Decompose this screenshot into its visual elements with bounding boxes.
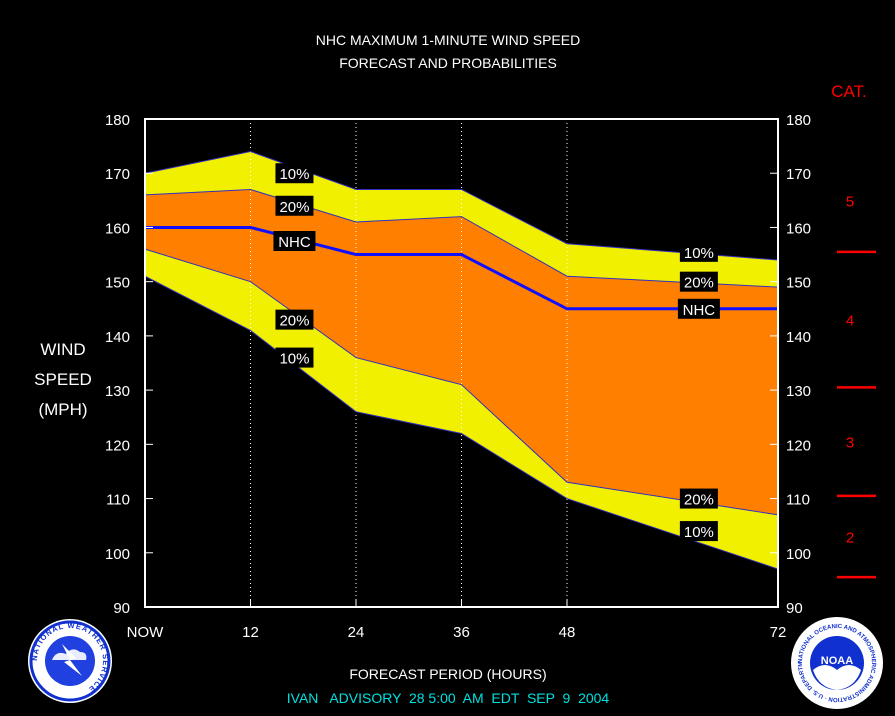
y-tick-label-left: 160	[105, 220, 130, 237]
y-tick-label-left: 140	[105, 329, 130, 346]
y-tick-label-right: 180	[786, 112, 811, 129]
chart-subtitle: FORECAST AND PROBABILITIES	[339, 55, 557, 71]
band-label-box	[273, 231, 316, 251]
advisory-footer: IVAN ADVISORY 28 5:00 AM EDT SEP 9 2004	[287, 690, 610, 706]
band-label-box	[679, 488, 718, 509]
y-tick-label-right: 170	[786, 166, 811, 183]
category-title: CAT.	[831, 82, 867, 101]
category-label: 5	[846, 193, 854, 210]
y-tick-label-left: 170	[105, 166, 130, 183]
series-line-2	[145, 225, 778, 311]
y-tick-label-right: 90	[786, 600, 803, 617]
band-label-box	[275, 195, 314, 216]
series-line-0	[144, 151, 779, 261]
band-label-box	[677, 298, 720, 319]
category-label: 4	[846, 313, 854, 330]
axis-ticks: 90 90 100 100 110 110 120 120 130 130 140 140 150 150…	[105, 112, 811, 641]
chart-title: NHC MAXIMUM 1-MINUTE WIND SPEED	[316, 32, 580, 48]
y-axis-label-line2: SPEED	[34, 370, 92, 389]
x-tick-label: 48	[559, 624, 576, 641]
y-tick-label-left: 180	[105, 112, 130, 129]
nws-logo: NATIONAL WEATHER SERVICE	[28, 619, 112, 703]
x-axis-label: FORECAST PERIOD (HOURS)	[349, 666, 546, 682]
x-tick-label: 72	[770, 624, 787, 641]
band-label-box	[679, 241, 718, 262]
y-tick-label-right: 100	[786, 546, 811, 563]
category-scale: 5 4 3 2	[837, 193, 876, 579]
band-label-box	[275, 309, 314, 330]
probability-bands	[145, 151, 778, 570]
noaa-logo-center-text: NOAA	[821, 655, 853, 667]
category-label: 2	[846, 530, 854, 547]
lightning-icon	[62, 644, 82, 676]
y-tick-label-left: 120	[105, 437, 130, 454]
band-labels: 10% 20% NHC 20% 10% 10% 20% NHC 20% 10%	[273, 163, 720, 542]
y-axis-label-line1: WIND	[40, 340, 85, 359]
band-label-box	[679, 521, 718, 542]
y-tick-label-left: 130	[105, 383, 130, 400]
y-tick-label-right: 150	[786, 275, 811, 292]
band-label-text: 20%	[279, 199, 309, 216]
cloud-icon	[52, 649, 87, 660]
y-tick-label-right: 110	[786, 492, 810, 509]
x-tick-label: 24	[348, 624, 365, 641]
band-label-box	[679, 271, 718, 292]
gull-icon	[813, 665, 861, 690]
y-tick-label-right: 140	[786, 329, 811, 346]
band-label-text: NHC	[683, 302, 716, 319]
x-tick-label: 12	[242, 624, 259, 641]
y-tick-label-left: 150	[105, 275, 130, 292]
band-label-text: 10%	[684, 524, 714, 541]
y-axis-label-line3: (MPH)	[38, 400, 87, 419]
band-label-text: 10%	[279, 166, 309, 183]
band-label-text: 20%	[279, 313, 309, 330]
y-tick-label-right: 130	[786, 383, 811, 400]
series-line-3	[144, 248, 779, 516]
band-label-text: 20%	[684, 492, 714, 509]
y-tick-label-right: 160	[786, 220, 811, 237]
grid-lines	[250, 119, 568, 607]
band-label-text: 20%	[684, 275, 714, 292]
band-label-box	[275, 163, 314, 184]
band-label-text: 10%	[684, 245, 714, 262]
y-tick-label-left: 90	[113, 600, 130, 617]
band-label-text: 10%	[279, 351, 309, 368]
y-tick-label-left: 110	[106, 492, 130, 509]
x-tick-label: NOW	[127, 624, 165, 641]
band-20-percent	[145, 189, 778, 515]
band-label-box	[275, 347, 314, 368]
x-tick-label: 36	[453, 624, 470, 641]
band-label-text: NHC	[278, 234, 311, 251]
category-label: 3	[846, 435, 854, 452]
series-lines	[144, 151, 779, 570]
series-line-1	[144, 188, 779, 288]
y-tick-label-left: 100	[105, 546, 130, 563]
y-tick-label-right: 120	[786, 437, 811, 454]
series-line-4	[144, 275, 779, 570]
